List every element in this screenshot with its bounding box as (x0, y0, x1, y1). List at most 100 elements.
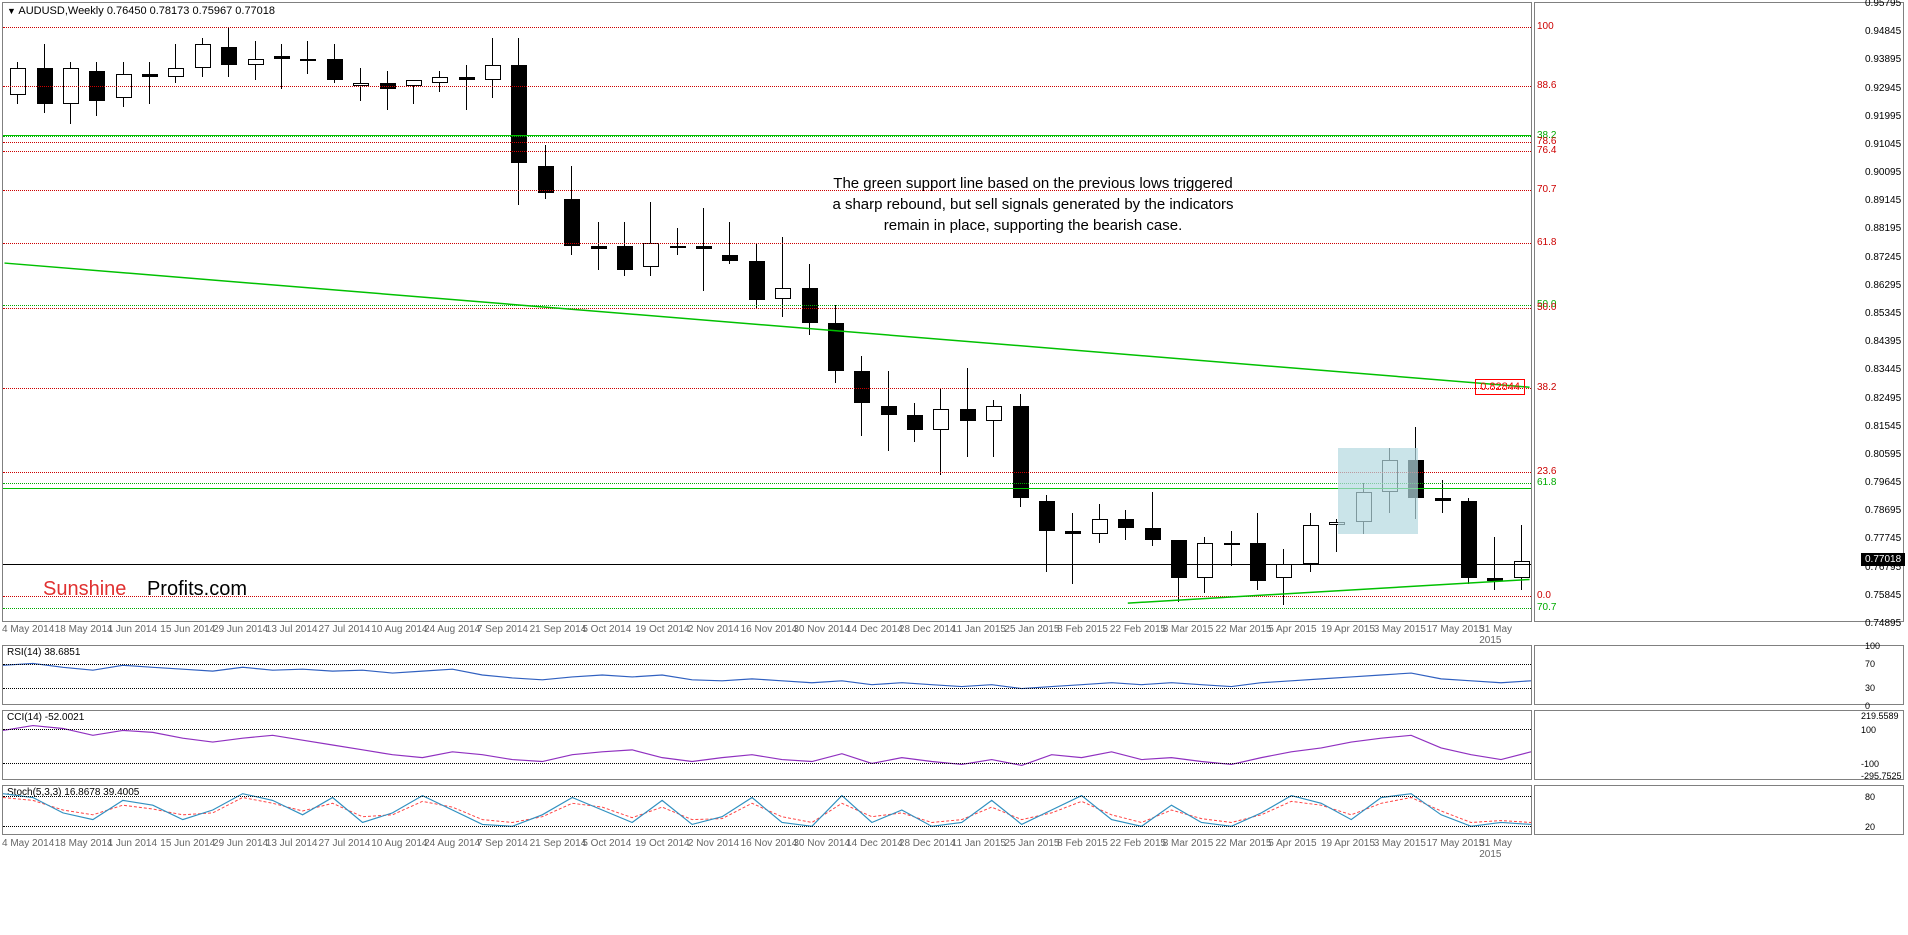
fib-label: 100 (1537, 21, 1554, 32)
fib-label: 61.8 (1537, 477, 1556, 488)
fib-line (3, 151, 1531, 152)
x-tick: 18 May 2014 (55, 838, 113, 849)
candle (1435, 498, 1451, 501)
x-tick: 14 Dec 2014 (846, 624, 903, 635)
candle (432, 77, 448, 83)
y-tick: 0.78695 (1865, 505, 1903, 516)
candle (1118, 519, 1134, 528)
brand-watermark: Sunshine Profits.com (43, 578, 247, 601)
y-tick: 0.94845 (1865, 26, 1903, 37)
y-tick: 0.82495 (1865, 393, 1903, 404)
fib-line (3, 86, 1531, 87)
cci-panel[interactable]: CCI(14) -52.0021 (2, 710, 1532, 780)
annotation-text: The green support line based on the prev… (723, 173, 1343, 236)
x-tick: 31 May 2015 (1479, 624, 1532, 646)
y-tick: 0.85345 (1865, 308, 1903, 319)
x-tick: 2 Nov 2014 (688, 838, 739, 849)
candle (168, 68, 184, 77)
x-tick: 24 Aug 2014 (424, 838, 480, 849)
fib-label: 70.7 (1537, 184, 1556, 195)
candle (749, 261, 765, 300)
fib-label: 23.6 (1537, 466, 1556, 477)
x-tick: 27 Jul 2014 (319, 624, 371, 635)
x-tick: 30 Nov 2014 (793, 838, 850, 849)
rsi-axis: 10070300 (1534, 645, 1904, 705)
candle (1224, 543, 1240, 545)
candle (591, 246, 607, 249)
y-tick: 0.75845 (1865, 590, 1903, 601)
candle (195, 44, 211, 68)
x-tick: 15 Jun 2014 (160, 624, 215, 635)
x-tick: 4 May 2014 (2, 838, 54, 849)
x-tick: 30 Nov 2014 (793, 624, 850, 635)
fib-line (3, 388, 1531, 389)
x-tick: 19 Oct 2014 (635, 838, 689, 849)
fib-label: 88.6 (1537, 80, 1556, 91)
stoch-axis: 8020 (1534, 785, 1904, 835)
x-tick: 25 Jan 2015 (1004, 838, 1059, 849)
y-tick: 0.89145 (1865, 195, 1903, 206)
y-axis-panel: 0.957950.948450.938950.929450.919950.910… (1534, 2, 1904, 622)
symbol-label: AUDUSD,Weekly (18, 5, 103, 17)
candle (775, 288, 791, 300)
y-tick: 0.87245 (1865, 252, 1903, 263)
fib-line (3, 136, 1531, 137)
x-tick: 24 Aug 2014 (424, 624, 480, 635)
price-chart[interactable]: ▼ AUDUSD,Weekly 0.76450 0.78173 0.75967 … (2, 2, 1532, 622)
y-tick: 0.92945 (1865, 83, 1903, 94)
fib-label: 50.0 (1537, 302, 1556, 313)
x-tick: 22 Feb 2015 (1110, 838, 1166, 849)
x-tick: 14 Dec 2014 (846, 838, 903, 849)
fib-line (3, 305, 1531, 306)
fib-label: 0.0 (1537, 590, 1551, 601)
x-tick: 1 Jun 2014 (108, 838, 158, 849)
x-tick: 27 Jul 2014 (319, 838, 371, 849)
brand-part1: Sunshine (43, 578, 126, 600)
y-tick: 0.74895 (1865, 618, 1903, 629)
y-tick: 0.95795 (1865, 0, 1903, 9)
stoch-panel[interactable]: Stoch(5,3,3) 16.8678 39.4005 (2, 785, 1532, 835)
x-tick: 29 Jun 2014 (213, 838, 268, 849)
candle (142, 74, 158, 77)
fib-label: 70.7 (1537, 602, 1556, 613)
candle (1303, 525, 1319, 564)
x-tick: 22 Mar 2015 (1215, 838, 1271, 849)
fib-label: 76.4 (1537, 145, 1556, 156)
x-tick: 10 Aug 2014 (371, 624, 427, 635)
x-tick: 15 Jun 2014 (160, 838, 215, 849)
x-tick: 8 Feb 2015 (1057, 624, 1108, 635)
candle (1092, 519, 1108, 534)
cci-curve (3, 711, 1531, 779)
candle (1250, 543, 1266, 582)
x-tick: 1 Jun 2014 (108, 624, 158, 635)
y-tick: 0.91045 (1865, 139, 1903, 150)
y-tick: 0.84395 (1865, 336, 1903, 347)
x-tick: 3 May 2015 (1374, 838, 1426, 849)
fib-line (3, 142, 1531, 143)
x-tick: 4 May 2014 (2, 624, 54, 635)
candle (564, 199, 580, 246)
candle (1487, 578, 1503, 581)
y-tick: 0.80595 (1865, 449, 1903, 460)
highlight-region (1338, 448, 1418, 534)
x-tick: 19 Oct 2014 (635, 624, 689, 635)
candle (10, 68, 26, 95)
x-tick: 16 Nov 2014 (741, 838, 798, 849)
x-tick: 19 Apr 2015 (1321, 624, 1375, 635)
fib-label: 61.8 (1537, 237, 1556, 248)
dropdown-icon[interactable]: ▼ (7, 6, 16, 16)
candle (986, 406, 1002, 421)
x-tick: 8 Mar 2015 (1163, 838, 1214, 849)
candle (1013, 406, 1029, 498)
x-tick: 3 May 2015 (1374, 624, 1426, 635)
fib-line (3, 27, 1531, 28)
x-tick: 21 Sep 2014 (530, 838, 587, 849)
rsi-panel[interactable]: RSI(14) 38.6851 (2, 645, 1532, 705)
candle (1039, 501, 1055, 531)
x-tick: 8 Feb 2015 (1057, 838, 1108, 849)
y-tick: 0.83445 (1865, 364, 1903, 375)
x-tick: 7 Sep 2014 (477, 838, 528, 849)
x-tick: 22 Mar 2015 (1215, 624, 1271, 635)
candle (327, 59, 343, 80)
x-axis: 4 May 201418 May 20141 Jun 201415 Jun 20… (2, 624, 1532, 642)
